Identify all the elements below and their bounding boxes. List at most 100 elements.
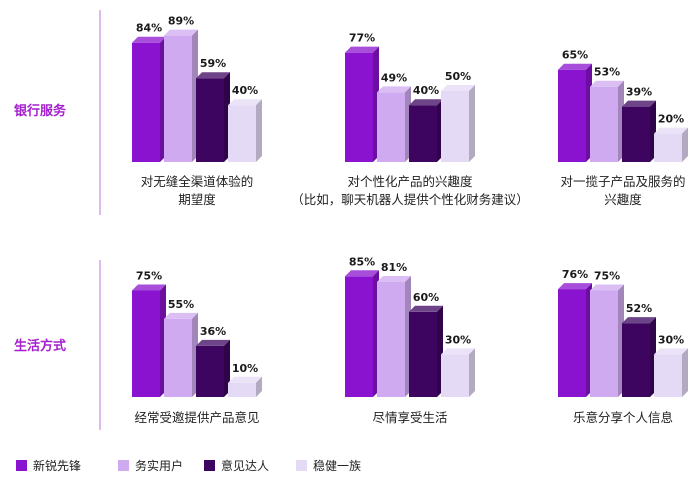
value-label: 81% — [381, 261, 407, 274]
chart-caption: 乐意分享个人信息 — [573, 410, 673, 425]
chart-6: 76% 75% 52% 30% 乐意分享个人信息 — [558, 268, 688, 425]
value-label: 76% — [562, 268, 588, 281]
chart-caption: 期望度 — [178, 192, 216, 207]
value-label: 89% — [168, 15, 194, 28]
bar — [196, 72, 230, 162]
chart-5: 85% 81% 60% 30% 尽情享受生活 — [345, 255, 475, 425]
bar — [590, 284, 624, 397]
value-label: 60% — [413, 291, 439, 304]
chart-caption: （比如，聊天机器人提供个性化财务建议） — [291, 192, 529, 207]
bar — [164, 312, 198, 397]
bar — [654, 127, 688, 162]
bar-front — [622, 323, 650, 397]
value-label: 75% — [136, 270, 162, 283]
bar-top — [441, 348, 475, 355]
bar-front — [654, 133, 682, 162]
legend-item: 务实用户 — [118, 458, 183, 473]
bar-top — [377, 275, 411, 282]
value-label: 65% — [562, 49, 588, 62]
legend-swatch — [16, 460, 27, 471]
bar-top — [228, 376, 262, 383]
bar-front — [377, 92, 405, 162]
legend-item: 新锐先锋 — [16, 458, 81, 473]
value-label: 10% — [232, 362, 258, 375]
bar-top — [654, 348, 688, 355]
value-label: 49% — [381, 71, 407, 84]
bar-side — [682, 127, 688, 162]
bar-side — [682, 348, 688, 397]
bar — [654, 348, 688, 397]
bar-front — [132, 42, 160, 162]
bar-front — [409, 105, 437, 162]
bar-top — [132, 36, 166, 43]
legend-label: 新锐先锋 — [33, 458, 81, 473]
value-label: 75% — [594, 270, 620, 283]
bar — [228, 376, 262, 397]
legend-item: 意见达人 — [204, 458, 269, 473]
bar — [345, 270, 379, 397]
bar-top — [654, 127, 688, 134]
value-label: 85% — [349, 255, 375, 268]
bar-top — [622, 317, 656, 324]
bar-front — [441, 354, 469, 397]
bar — [441, 348, 475, 397]
chart-caption: 兴趣度 — [604, 192, 642, 207]
bar-top — [409, 99, 443, 106]
bar-top — [558, 283, 592, 290]
bar-top — [164, 312, 198, 319]
bar — [622, 100, 656, 162]
value-label: 20% — [658, 113, 684, 126]
chart-caption: 经常受邀提供产品意见 — [134, 410, 259, 425]
bar-top — [196, 72, 230, 79]
legend-label: 务实用户 — [135, 458, 183, 473]
bar — [196, 339, 230, 397]
legend-item: 稳健一族 — [296, 458, 361, 473]
bar — [558, 283, 592, 397]
bar-front — [409, 311, 437, 397]
bar — [132, 284, 166, 397]
bar-side — [256, 99, 262, 162]
bar-front — [164, 35, 192, 163]
bar-front — [377, 281, 405, 397]
bar-top — [590, 80, 624, 87]
bar-front — [196, 345, 224, 397]
bar — [228, 99, 262, 162]
bar-front — [228, 105, 256, 162]
bar — [409, 305, 443, 397]
chart-caption: 对无缝全渠道体验的 — [141, 174, 254, 189]
legend-swatch — [204, 460, 215, 471]
bar-front — [558, 289, 586, 397]
chart-caption: 对一揽子产品及服务的 — [560, 174, 685, 189]
bar-top — [196, 339, 230, 346]
bar-side — [256, 376, 262, 397]
bar-top — [345, 270, 379, 277]
chart-caption: 对个性化产品的兴趣度 — [347, 174, 473, 189]
row-label-banking: 银行服务 — [14, 103, 67, 119]
bar-front — [622, 106, 650, 162]
chart-4: 75% 55% 36% 10% 经常受邀提供产品意见 — [132, 270, 262, 425]
legend-swatch — [296, 460, 307, 471]
bar-front — [164, 318, 192, 397]
value-label: 40% — [413, 84, 439, 97]
value-label: 36% — [200, 325, 226, 338]
value-label: 84% — [136, 22, 162, 35]
bar-top — [622, 100, 656, 107]
bar — [441, 85, 475, 162]
bar-front — [590, 290, 618, 397]
bar-top — [590, 284, 624, 291]
bar — [622, 317, 656, 397]
bar-top — [558, 63, 592, 70]
bar — [345, 46, 379, 162]
bar-top — [132, 284, 166, 291]
bar-side — [469, 85, 475, 162]
bar-front — [654, 354, 682, 397]
bar — [558, 63, 592, 163]
legend: 新锐先锋 务实用户 意见达人 稳健一族 — [16, 458, 361, 473]
bar — [377, 86, 411, 162]
value-label: 50% — [445, 70, 471, 83]
bar-front — [590, 86, 618, 162]
bar-front — [345, 52, 373, 162]
